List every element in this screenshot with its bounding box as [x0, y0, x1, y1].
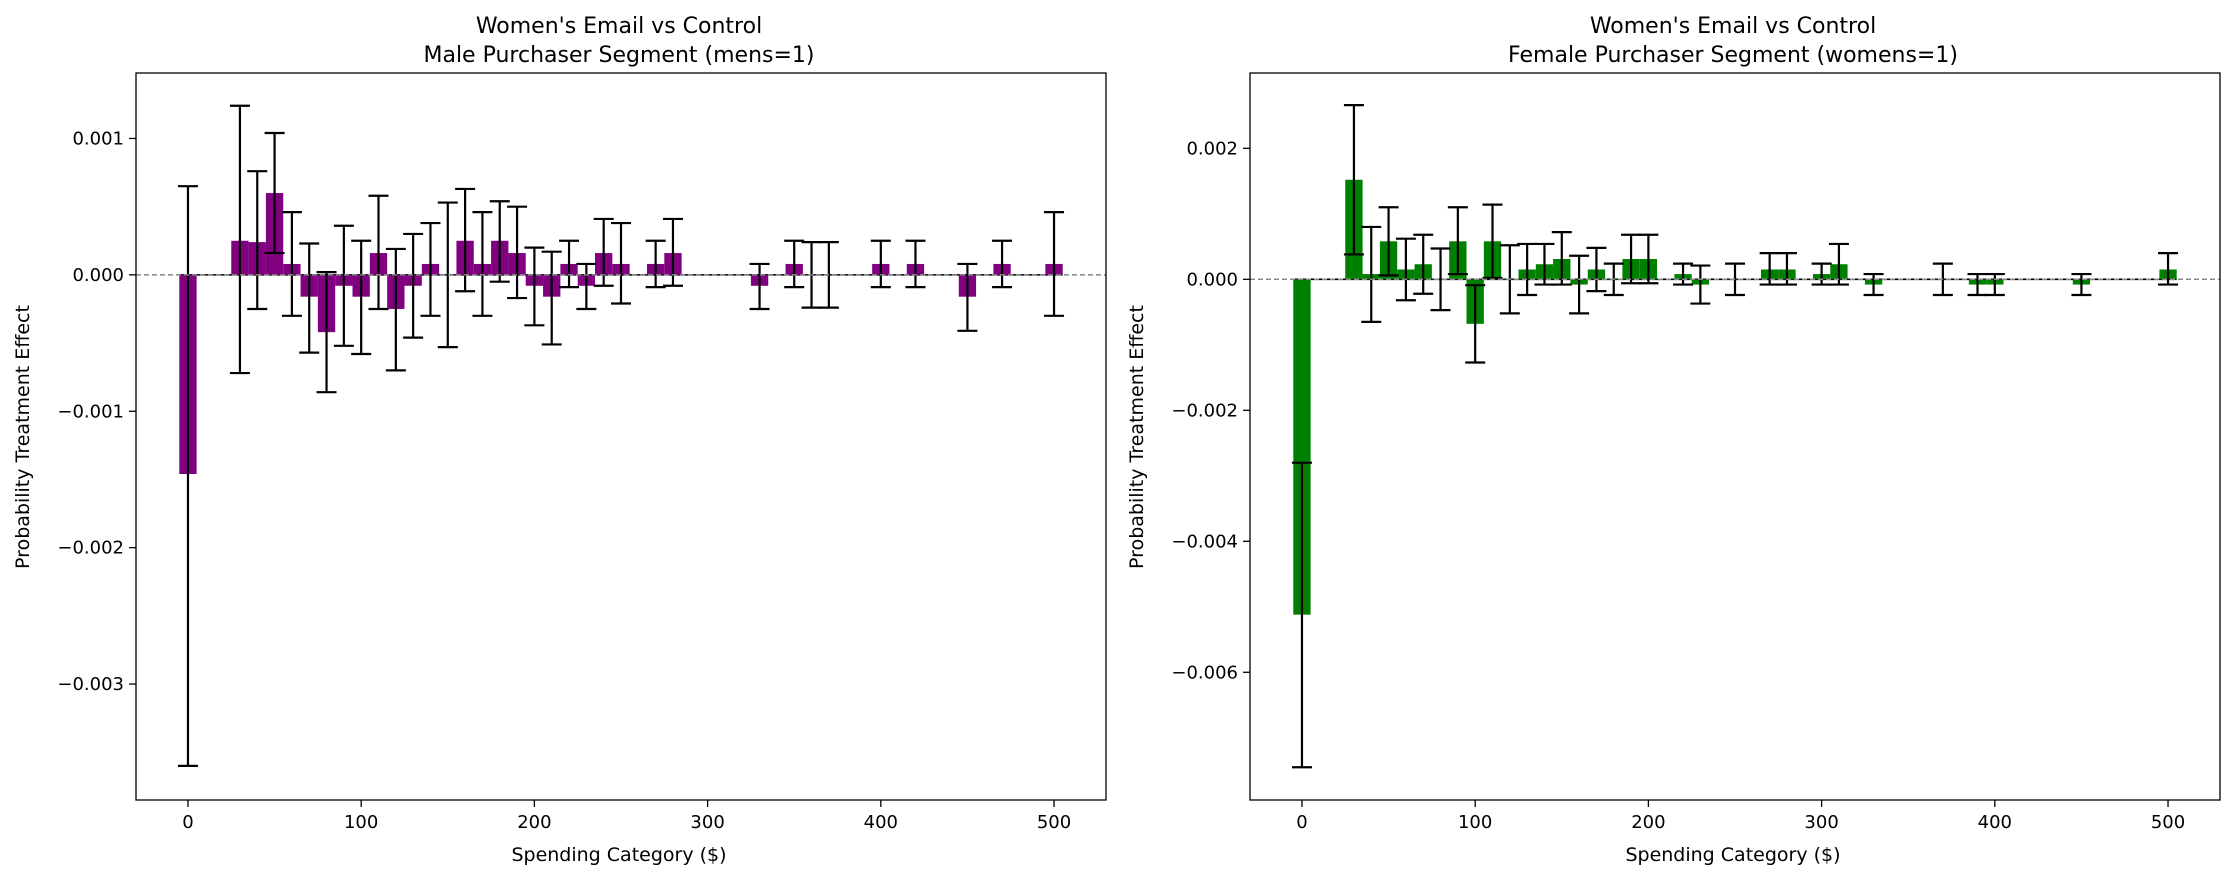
chart-subtitle: Male Purchaser Segment (mens=1) — [423, 43, 814, 68]
x-tick-label: 300 — [690, 812, 724, 833]
plot-area: 0 100 200 300 400 500 −0.006 −0.004 −0.002 0.000 0… — [1171, 72, 2221, 833]
plot-area: 0 100 200 300 400 500 −0.003 −0.002 −0.001 0.000 0… — [57, 72, 1107, 833]
y-tick-label: −0.006 — [1171, 662, 1238, 683]
panel-left: Women's Email vs Control Male Purchaser … — [12, 14, 1107, 866]
chart-title: Women's Email vs Control — [476, 14, 762, 39]
x-tick-label: 400 — [864, 812, 898, 833]
x-tick-label: 200 — [1631, 812, 1665, 833]
x-axis-label: Spending Category ($) — [511, 844, 726, 866]
chart-title: Women's Email vs Control — [1590, 14, 1876, 39]
axes-frame — [1249, 72, 2221, 801]
x-tick-label: 500 — [1037, 812, 1071, 833]
y-axis-label: Probability Treatment Effect — [12, 305, 34, 569]
y-tick-label: −0.002 — [1171, 400, 1238, 421]
y-tick-label: −0.001 — [57, 401, 124, 422]
x-tick-label: 400 — [1978, 812, 2012, 833]
y-tick-label: −0.003 — [57, 674, 124, 695]
y-tick-label: 0.000 — [72, 265, 124, 286]
y-tick-label: −0.004 — [1171, 531, 1238, 552]
x-tick-label: 0 — [1296, 812, 1307, 833]
x-tick-label: 100 — [344, 812, 378, 833]
x-tick-label: 100 — [1458, 812, 1492, 833]
y-tick-label: 0.000 — [1186, 269, 1238, 290]
y-tick-label: −0.002 — [57, 538, 124, 559]
chart-subtitle: Female Purchaser Segment (womens=1) — [1508, 43, 1958, 68]
axes-background — [136, 73, 1106, 800]
x-tick-label: 200 — [517, 812, 551, 833]
axes-background — [1250, 73, 2220, 800]
y-tick-label: 0.002 — [1186, 138, 1238, 159]
bar — [1293, 279, 1311, 615]
x-tick-label: 300 — [1804, 812, 1838, 833]
y-axis-label: Probability Treatment Effect — [1126, 305, 1148, 569]
x-axis-label: Spending Category ($) — [1625, 844, 1840, 866]
axes-frame — [135, 72, 1107, 801]
x-tick-label: 500 — [2151, 812, 2185, 833]
panel-right: Women's Email vs Control Female Purchase… — [1126, 14, 2221, 866]
y-tick-label: 0.001 — [72, 128, 124, 149]
x-tick-label: 0 — [182, 812, 193, 833]
